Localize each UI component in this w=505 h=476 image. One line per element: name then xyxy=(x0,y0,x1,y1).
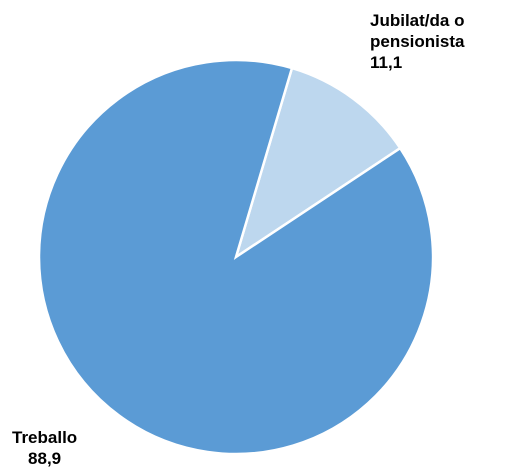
slice-label: Jubilat/da o pensionista 11,1 xyxy=(370,10,505,73)
slice-label: Treballo 88,9 xyxy=(12,427,77,469)
pie-slice xyxy=(37,58,435,456)
pie-slice xyxy=(233,66,402,260)
category-label: Treballo xyxy=(12,428,78,447)
category-label: Jubilat/da o pensionista xyxy=(370,11,465,51)
value-label: 88,9 xyxy=(28,449,62,468)
value-label: 11,1 xyxy=(370,53,403,72)
